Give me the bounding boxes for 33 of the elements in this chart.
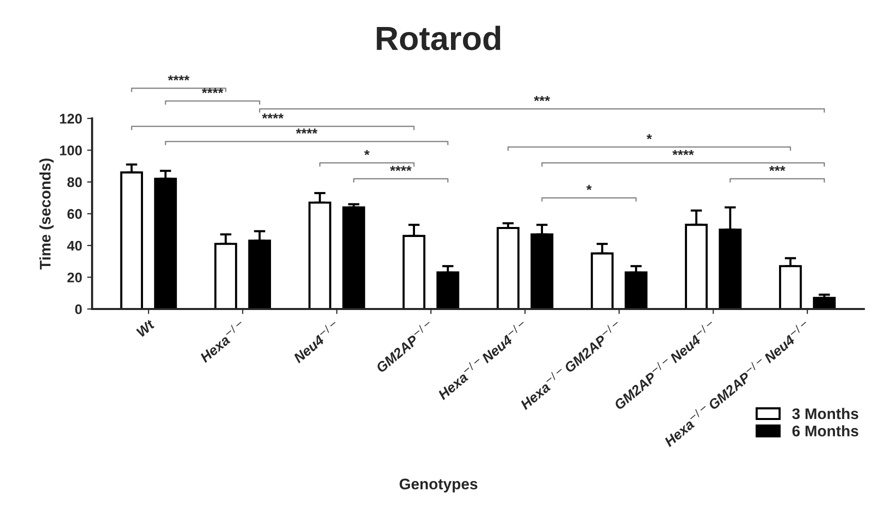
- annotation: ****: [672, 150, 694, 156]
- x-tick-label: Hexa$^{−/−}$Neu4$^{−/−}$: [437, 322, 524, 400]
- bar: [496, 226, 520, 309]
- y-tick-label: 40: [67, 240, 82, 251]
- text: ****: [202, 88, 224, 94]
- y-axis-title: Time (seconds): [39, 158, 54, 270]
- x-tick-label: Wt: [136, 318, 156, 338]
- legend-label: 6 Months: [792, 425, 858, 436]
- annotation: ****: [390, 166, 412, 172]
- bar: [436, 271, 460, 309]
- y-tick-label: 60: [67, 209, 82, 219]
- text: ****: [168, 75, 190, 81]
- y-tick-label: 0: [75, 304, 82, 314]
- annotation: ***: [769, 166, 786, 172]
- bar: [812, 296, 836, 309]
- text: ***: [534, 96, 550, 102]
- bar: [624, 271, 648, 309]
- annotation: ****: [262, 113, 284, 119]
- y-tick-label: 80: [67, 177, 82, 188]
- legend-label: 3 Months: [792, 408, 858, 420]
- bar: [342, 206, 366, 309]
- y-tick-label: 120: [60, 114, 82, 124]
- x-tick-label: Neu4$^{−/−}$: [291, 319, 341, 364]
- y-tick-label: 100: [60, 146, 82, 156]
- chart-title: Rotarod: [376, 26, 500, 50]
- annotation: *: [646, 134, 652, 140]
- annotation: ****: [296, 128, 318, 134]
- annotation: *: [586, 184, 592, 190]
- x-tick-label: GM2AP$^{−/−}$: [374, 319, 435, 374]
- x-axis-title: Genotypes: [400, 478, 478, 492]
- x-tick-label: Hexa$^{−/−}$: [198, 318, 247, 363]
- y-tick-label: 20: [67, 272, 82, 282]
- annotation: *: [364, 150, 370, 156]
